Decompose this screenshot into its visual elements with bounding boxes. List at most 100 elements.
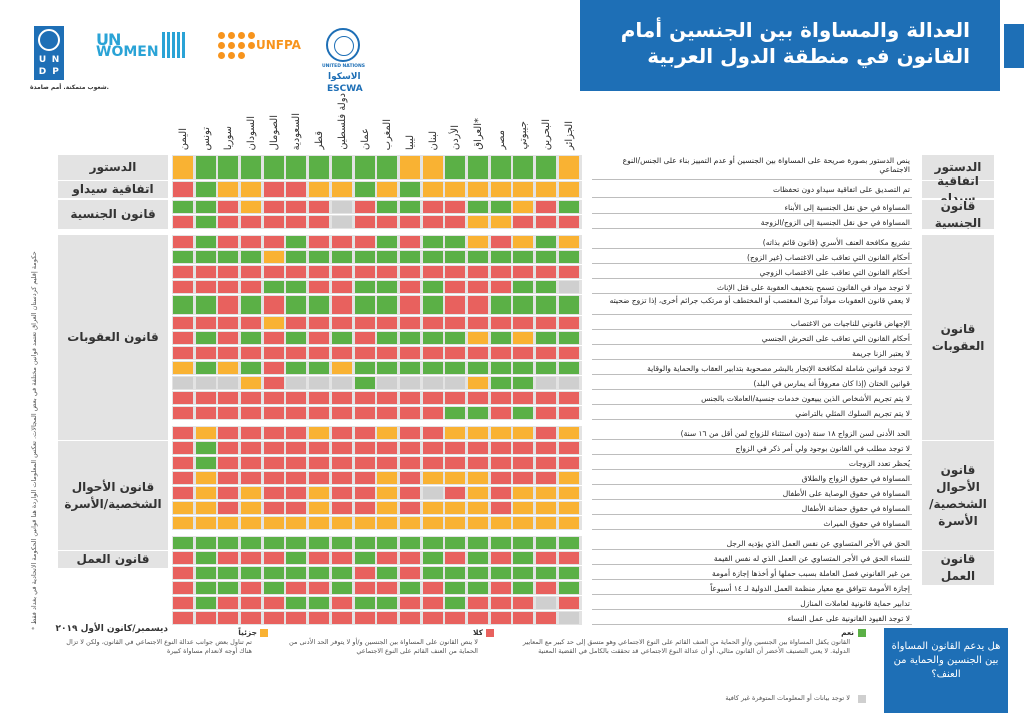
status-cell (354, 457, 375, 469)
status-cell (558, 182, 579, 197)
status-cell (558, 537, 579, 549)
status-cell (309, 251, 330, 263)
country-label: الأردن (450, 124, 462, 150)
status-cell (377, 502, 398, 514)
status-cell (241, 552, 261, 564)
status-cell (445, 407, 466, 419)
status-cell (536, 517, 557, 529)
status-cell (445, 597, 466, 609)
escwa-arabic: الاسكوا (328, 72, 361, 82)
status-cell (172, 567, 193, 579)
status-cell (263, 156, 284, 179)
status-cell (558, 442, 579, 454)
status-cell (490, 251, 511, 263)
status-cell (558, 266, 579, 278)
status-cell (558, 517, 579, 529)
status-cell (263, 407, 284, 419)
status-cell (309, 201, 330, 213)
status-cell (241, 281, 261, 293)
status-cell (422, 392, 443, 404)
legend-partial-text: تم تناول بعض جوانب عدالة النوع الاجتماعي… (66, 638, 252, 655)
status-cell (513, 236, 534, 248)
status-cell (377, 487, 398, 499)
status-cell (263, 612, 284, 624)
status-cell (241, 537, 261, 549)
status-cell (558, 427, 579, 439)
status-cell (286, 502, 307, 514)
status-cell (241, 487, 261, 499)
status-cell (218, 612, 239, 624)
status-cell (399, 517, 420, 529)
status-cell (241, 317, 261, 329)
status-cell (536, 332, 557, 344)
status-cell (513, 216, 534, 228)
status-cell (309, 236, 330, 248)
status-cell (422, 472, 443, 484)
status-cell (377, 392, 398, 404)
status-cell (513, 567, 534, 579)
status-cell (218, 201, 239, 213)
row-label: لا توجد مطلب في القانون بوجود ولي أمر ذك… (592, 441, 912, 455)
row-label: لا توجد القيود القانونية على عمل النساء (592, 611, 912, 625)
status-cell (309, 442, 330, 454)
status-cell (399, 442, 420, 454)
status-cell (468, 582, 488, 594)
status-cell (331, 216, 352, 228)
status-cell (513, 296, 534, 314)
status-cell (286, 392, 307, 404)
status-cell (490, 407, 511, 419)
status-cell (422, 156, 443, 179)
status-cell (241, 216, 261, 228)
status-cell (558, 487, 579, 499)
status-cell (218, 266, 239, 278)
status-cell (513, 347, 534, 359)
status-cell (558, 317, 579, 329)
unwomen-un: UN (96, 30, 121, 49)
status-cell (377, 182, 398, 197)
status-cell (558, 216, 579, 228)
status-cell (445, 567, 466, 579)
status-cell (536, 377, 557, 389)
status-cell (468, 236, 488, 248)
status-cell (218, 251, 239, 263)
status-cell (172, 457, 193, 469)
status-cell (218, 517, 239, 529)
status-cell (536, 612, 557, 624)
status-cell (172, 266, 193, 278)
status-cell (377, 552, 398, 564)
country-label: دولة فلسطين (336, 93, 348, 150)
country-label: عمان (359, 127, 371, 150)
status-cell (331, 582, 352, 594)
status-cell (513, 392, 534, 404)
status-cell (195, 266, 216, 278)
side-tab (1004, 24, 1024, 68)
status-cell (422, 567, 443, 579)
status-cell (218, 552, 239, 564)
status-cell (536, 537, 557, 549)
status-cell (399, 487, 420, 499)
status-cell (309, 582, 330, 594)
status-cell (377, 427, 398, 439)
status-cell (558, 567, 579, 579)
status-cell (513, 582, 534, 594)
status-cell (354, 502, 375, 514)
status-cell (399, 251, 420, 263)
status-cell (354, 201, 375, 213)
status-cell (558, 201, 579, 213)
status-cell (513, 502, 534, 514)
legend-no-swatch (486, 629, 494, 637)
status-cell (218, 392, 239, 404)
status-cell (331, 347, 352, 359)
status-cell (309, 156, 330, 179)
status-cell (354, 472, 375, 484)
status-cell (354, 517, 375, 529)
status-cell (445, 362, 466, 374)
status-cell (172, 156, 193, 179)
status-cell (218, 332, 239, 344)
category-label-left: قانون العقوبات (58, 235, 168, 440)
status-cell (399, 502, 420, 514)
status-cell (263, 251, 284, 263)
status-cell (195, 407, 216, 419)
status-cell (331, 457, 352, 469)
status-cell (241, 442, 261, 454)
